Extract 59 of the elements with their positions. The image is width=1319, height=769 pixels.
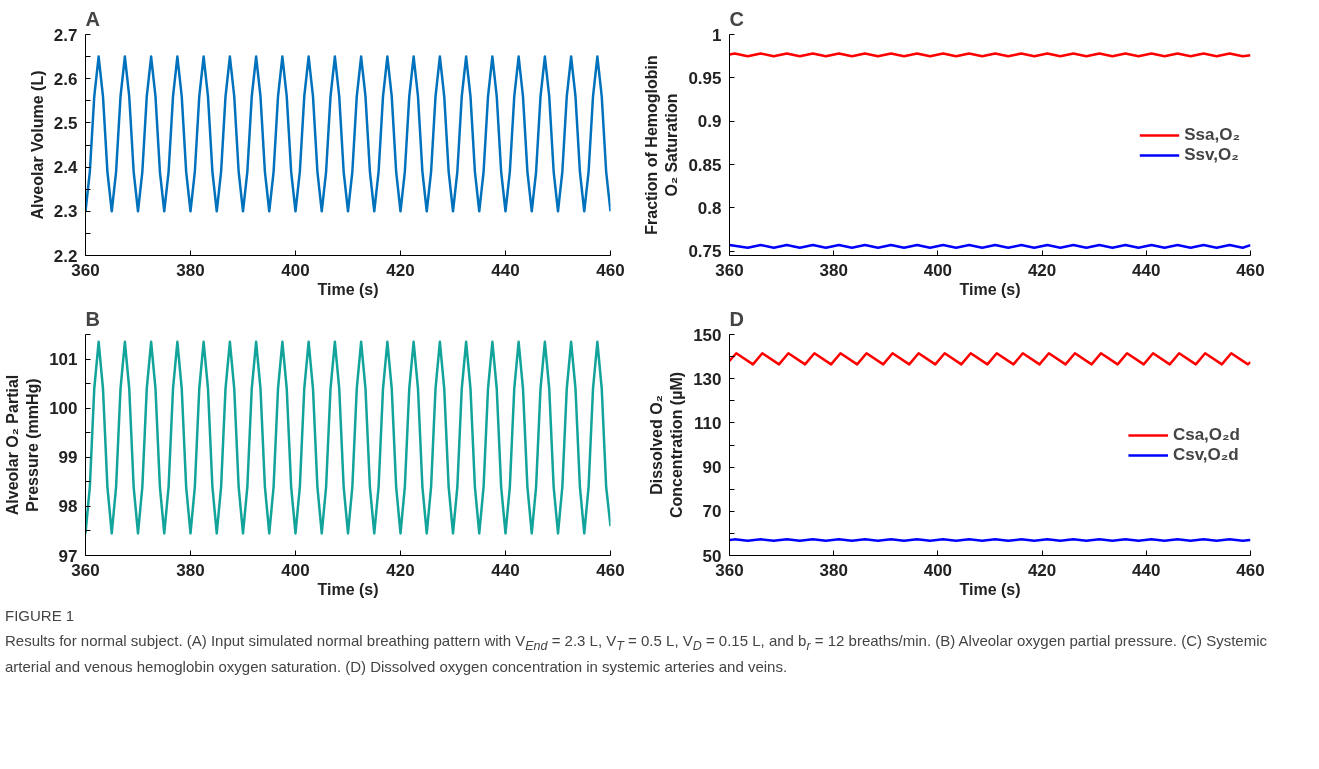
text: Results for normal subject. (A) Input simulated normal breathing pattern with V$_{End}$ = 2.3 L, V$_{T}$ = 0.5 L, V$_{D}$ = 0.15 L, and b$_{r}$ = 12 breaths/min. (B) Alveolar oxygen partial pressure. (C) Systemic arterial and venous hemoglobin oxygen saturation. (D) Dissolved oxygen concentration in systemic arteries and veins.	[5, 632, 1268, 675]
chart-title: D	[729, 307, 744, 330]
x-tick-label: 440	[491, 260, 520, 280]
x-tick-label: 420	[386, 260, 415, 280]
legend-label: Csv,O₂d	[1172, 444, 1239, 465]
legend-label: Ssv,O₂	[1184, 144, 1239, 165]
y-axis-title: Alveolar O₂ Partial Pressure (mmHg)	[3, 374, 42, 516]
x-tick-label: 360	[715, 260, 744, 280]
x-tick-label: 400	[281, 560, 310, 580]
chart-title: A	[85, 7, 100, 30]
y-tick-label: 2.6	[53, 69, 78, 89]
legend-label: Csa,O₂d	[1172, 424, 1240, 445]
y-axis-title: Dissolved O₂ Concentration (µM)	[647, 371, 686, 519]
x-axis-title: Time (s)	[317, 280, 379, 298]
x-tick-label: 380	[819, 260, 848, 280]
y-tick-label: 2.5	[53, 113, 78, 133]
x-tick-label: 400	[923, 560, 953, 580]
x-axis-title: Time (s)	[959, 580, 1021, 598]
y-tick-label: 2.3	[53, 202, 78, 222]
y-tick-label: 130	[693, 369, 722, 389]
x-tick-label: 440	[1132, 560, 1161, 580]
y-tick-label: 0.8	[697, 198, 722, 218]
x-tick-label: 440	[491, 560, 520, 580]
x-tick-label: 420	[386, 560, 415, 580]
caption: FIGURE 1	[5, 606, 76, 626]
x-tick-label: 420	[1027, 260, 1057, 280]
y-tick-label: 100	[49, 399, 78, 419]
y-tick-label: 0.9	[697, 112, 722, 132]
x-tick-label: 460	[596, 260, 625, 280]
y-axis-title: Fraction of Hemoglobin O₂ Saturation	[643, 55, 681, 235]
x-tick-label: 420	[1027, 560, 1057, 580]
y-tick-label: 2.4	[53, 158, 79, 178]
x-tick-label: 400	[923, 260, 953, 280]
x-axis-title: Time (s)	[959, 280, 1021, 298]
x-tick-label: 400	[281, 260, 310, 280]
y-tick-label: 2.7	[53, 25, 78, 45]
x-tick-label: 460	[1236, 260, 1265, 280]
x-tick-label: 440	[1132, 260, 1161, 280]
y-tick-label: 70	[702, 502, 722, 522]
chart-title: B	[85, 307, 100, 330]
legend-label: Ssa,O₂	[1184, 124, 1240, 145]
chart-title: C	[729, 7, 744, 30]
y-axis-title: Alveolar Volume (L)	[28, 70, 46, 220]
y-tick-label: 90	[702, 458, 722, 478]
y-tick-label: 110	[694, 413, 722, 433]
x-tick-label: 460	[1236, 560, 1265, 580]
x-tick-label: 380	[819, 560, 848, 580]
y-tick-label: 101	[49, 350, 78, 370]
y-tick-label: 0.85	[688, 155, 722, 175]
x-tick-label: 380	[176, 560, 205, 580]
y-tick-label: 0.95	[688, 68, 722, 88]
x-tick-label: 460	[596, 560, 625, 580]
x-axis-title: Time (s)	[317, 580, 379, 598]
y-tick-label: 98	[58, 497, 78, 517]
y-tick-label: 1	[712, 25, 722, 45]
y-tick-label: 150	[693, 325, 722, 345]
y-tick-label: 99	[58, 448, 78, 468]
x-tick-label: 380	[176, 260, 205, 280]
y-tick-label: 0.75	[688, 242, 722, 262]
